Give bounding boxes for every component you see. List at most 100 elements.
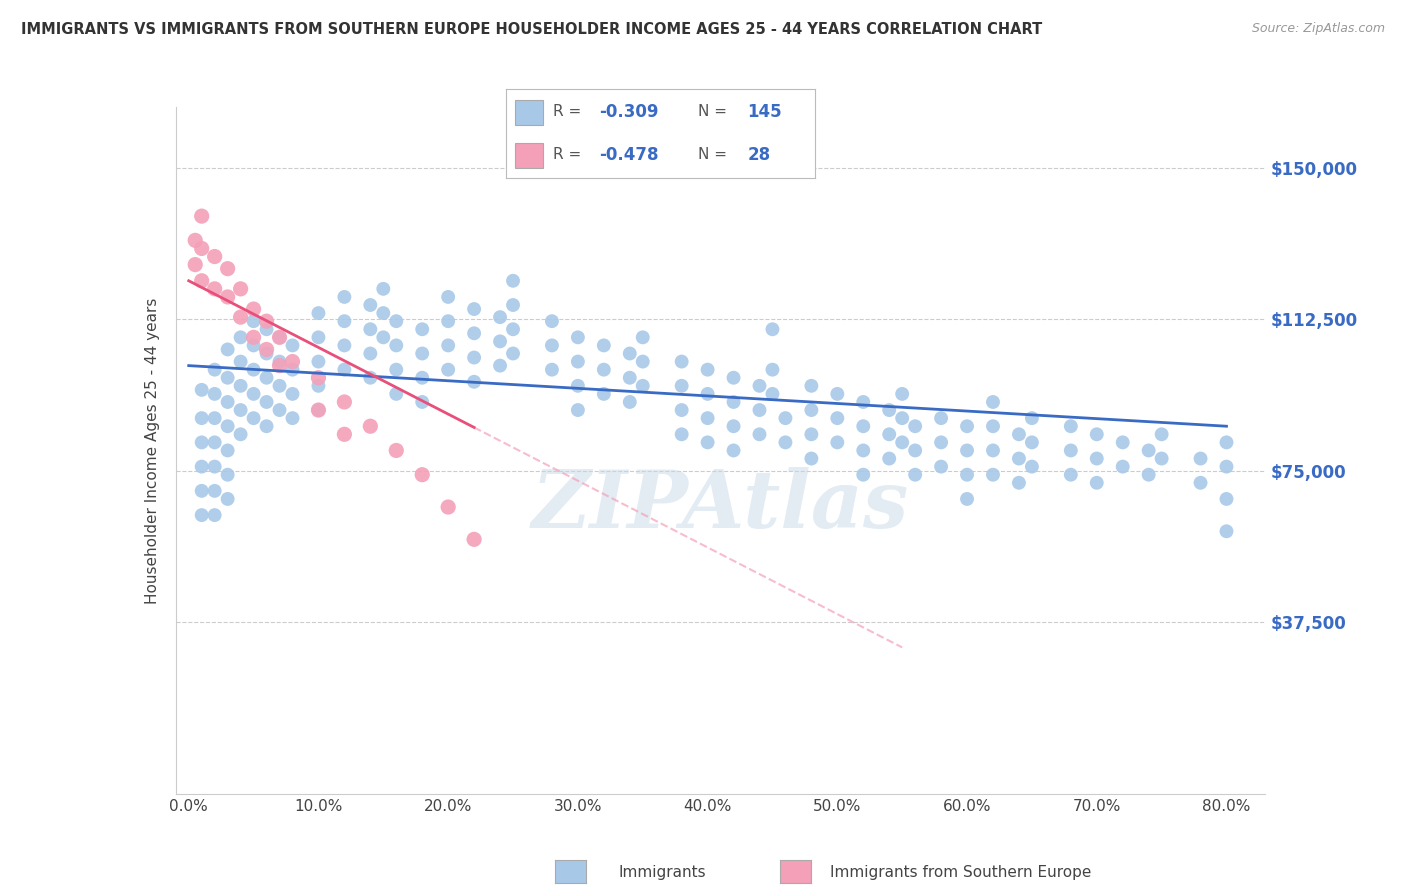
Point xyxy=(256,343,278,357)
Point xyxy=(567,379,589,393)
Point xyxy=(1112,435,1135,450)
Point xyxy=(373,330,395,344)
Point xyxy=(184,258,207,272)
Y-axis label: Householder Income Ages 25 - 44 years: Householder Income Ages 25 - 44 years xyxy=(145,297,160,604)
Point xyxy=(489,334,512,349)
Point xyxy=(307,306,329,320)
Point xyxy=(437,314,460,328)
Point xyxy=(411,395,433,409)
Point xyxy=(956,491,979,506)
Point xyxy=(269,379,291,393)
Point xyxy=(981,467,1004,482)
Point xyxy=(567,354,589,368)
Point xyxy=(229,330,252,344)
Point xyxy=(411,346,433,360)
Text: Source: ZipAtlas.com: Source: ZipAtlas.com xyxy=(1251,22,1385,36)
Point xyxy=(184,233,207,247)
Point xyxy=(800,403,823,417)
Point xyxy=(748,379,770,393)
Point xyxy=(437,500,460,514)
Point xyxy=(592,338,614,352)
Point xyxy=(204,282,226,296)
Point xyxy=(217,261,239,276)
Point xyxy=(891,411,914,425)
Point xyxy=(269,330,291,344)
Point xyxy=(1137,443,1160,458)
Point xyxy=(217,290,239,304)
Point xyxy=(929,411,952,425)
Point xyxy=(269,354,291,368)
Point xyxy=(229,354,252,368)
Point xyxy=(592,362,614,376)
Text: ZIPAtlas: ZIPAtlas xyxy=(531,467,910,544)
Point xyxy=(281,411,304,425)
Point xyxy=(502,274,524,288)
Point xyxy=(567,403,589,417)
Point xyxy=(411,370,433,384)
Point xyxy=(904,443,927,458)
Point xyxy=(373,306,395,320)
Point xyxy=(956,419,979,434)
Point xyxy=(217,395,239,409)
Point xyxy=(631,354,654,368)
Point xyxy=(333,395,356,409)
Point xyxy=(281,362,304,376)
Point xyxy=(359,370,381,384)
Point xyxy=(229,282,252,296)
Point xyxy=(229,427,252,442)
Point xyxy=(671,427,693,442)
Point xyxy=(204,362,226,376)
Point xyxy=(827,435,849,450)
Point xyxy=(1021,459,1043,474)
Point xyxy=(385,338,408,352)
Point xyxy=(852,395,875,409)
Point xyxy=(877,427,900,442)
Point xyxy=(281,387,304,401)
Point xyxy=(256,370,278,384)
Text: Immigrants from Southern Europe: Immigrants from Southern Europe xyxy=(830,865,1091,880)
Text: 145: 145 xyxy=(748,103,782,121)
Text: R =: R = xyxy=(553,147,586,162)
Point xyxy=(242,314,264,328)
Point xyxy=(256,419,278,434)
Point xyxy=(567,330,589,344)
Point xyxy=(696,435,718,450)
Point xyxy=(775,435,797,450)
FancyBboxPatch shape xyxy=(516,100,543,125)
Point xyxy=(1060,419,1083,434)
Point xyxy=(827,387,849,401)
Text: R =: R = xyxy=(553,104,586,120)
Point xyxy=(242,301,264,316)
Point xyxy=(373,282,395,296)
Point xyxy=(696,411,718,425)
Point xyxy=(307,403,329,417)
Point xyxy=(256,346,278,360)
Point xyxy=(800,427,823,442)
Point xyxy=(190,483,212,498)
Point xyxy=(1215,491,1237,506)
Point xyxy=(619,370,641,384)
Point xyxy=(800,379,823,393)
Point xyxy=(827,411,849,425)
Point xyxy=(981,419,1004,434)
Point xyxy=(904,419,927,434)
Point xyxy=(852,419,875,434)
Point xyxy=(541,314,564,328)
Point xyxy=(437,290,460,304)
Point xyxy=(204,459,226,474)
Point xyxy=(269,403,291,417)
Point xyxy=(981,443,1004,458)
Point xyxy=(229,379,252,393)
Point xyxy=(463,351,485,365)
Point xyxy=(411,467,433,482)
Point xyxy=(631,330,654,344)
Point xyxy=(929,435,952,450)
Point xyxy=(723,395,745,409)
Point xyxy=(748,403,770,417)
Point xyxy=(229,403,252,417)
Point xyxy=(385,362,408,376)
Point xyxy=(619,395,641,409)
Text: -0.478: -0.478 xyxy=(599,145,658,164)
Point xyxy=(1060,443,1083,458)
Point xyxy=(1189,475,1212,490)
